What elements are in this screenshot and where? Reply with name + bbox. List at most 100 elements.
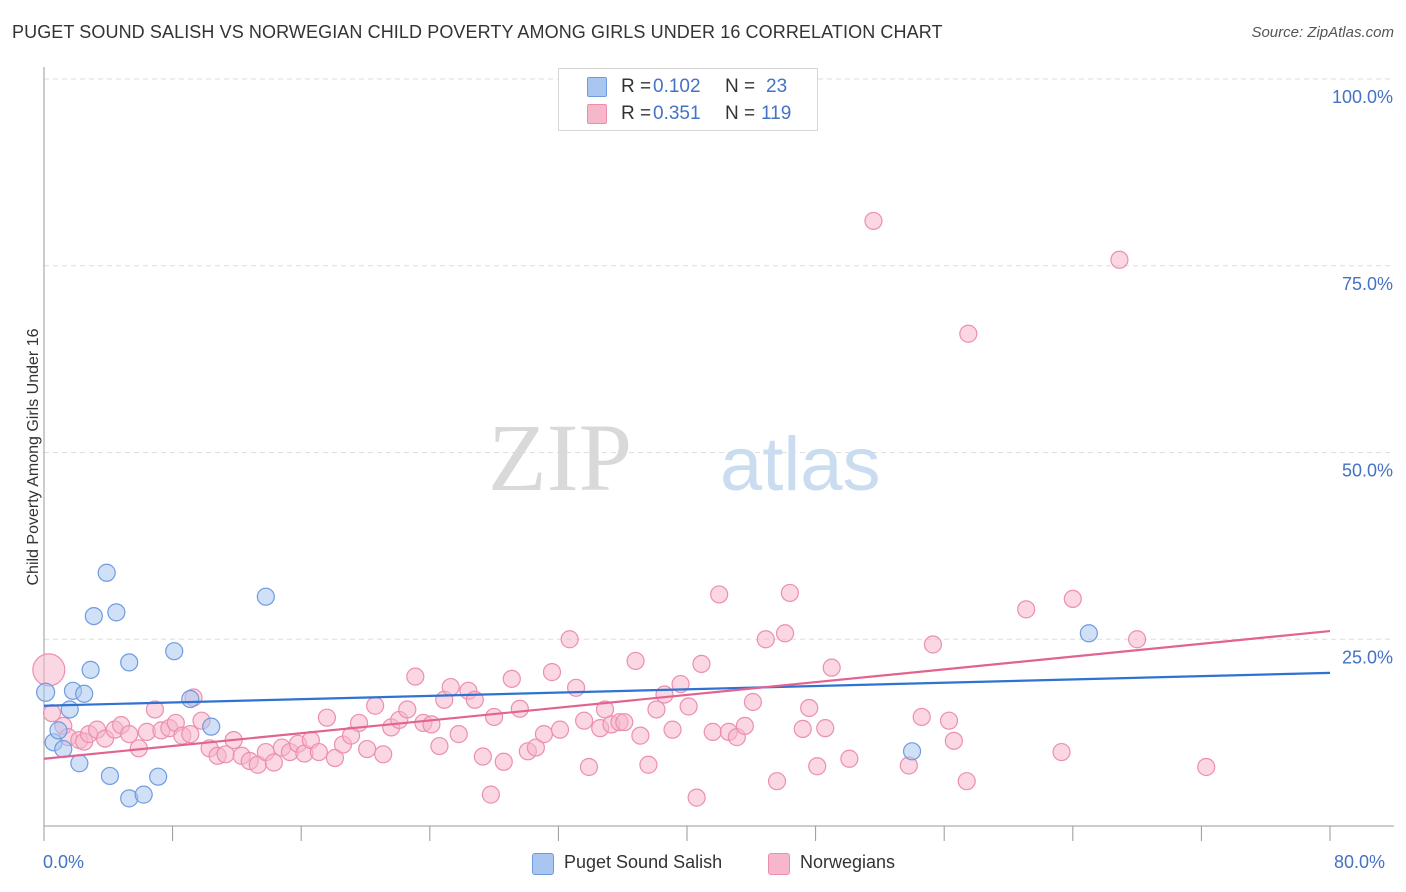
y-tick-label: 50.0% <box>1342 461 1393 481</box>
norwegians-point <box>631 726 650 745</box>
legend-swatch-pink <box>768 853 790 875</box>
norwegians-point <box>309 742 328 762</box>
norwegians-point <box>800 698 819 718</box>
norwegians-point <box>1127 630 1147 649</box>
legend-label-series2: Norwegians <box>800 852 896 872</box>
norwegians-point <box>840 749 859 768</box>
norwegians-point <box>579 757 599 777</box>
legend-r-label: R = <box>621 76 652 97</box>
norwegians-point <box>481 785 500 804</box>
norwegians-point <box>358 739 377 759</box>
chart-title: PUGET SOUND SALISH VS NORWEGIAN CHILD PO… <box>12 22 943 42</box>
norwegians-point <box>566 678 586 697</box>
norwegians-point <box>575 711 594 730</box>
y-tick-label: 100.0% <box>1332 87 1393 107</box>
norwegians-point <box>944 731 963 750</box>
norwegians-point <box>145 700 165 719</box>
norwegians-point <box>1197 757 1216 777</box>
norwegians-point <box>780 583 799 603</box>
watermark-zip: ZIP <box>488 404 632 511</box>
norwegians-point <box>526 738 545 757</box>
puget-sound-salish-point <box>70 754 89 773</box>
legend-swatch-pink <box>587 104 607 124</box>
norwegians-point <box>485 707 504 727</box>
x-tick-label-max: 80.0% <box>1334 852 1386 872</box>
norwegians-point <box>647 700 666 719</box>
norwegians-point <box>793 719 812 738</box>
norwegians-point <box>317 708 337 727</box>
source-credit: Source: ZipAtlas.com <box>1251 24 1394 41</box>
norwegians-point <box>775 624 795 643</box>
norwegians-point <box>473 747 492 766</box>
norwegians-point <box>430 736 449 756</box>
norwegians-point <box>1063 589 1082 609</box>
norwegians-point <box>663 720 682 739</box>
norwegians-point <box>494 752 513 771</box>
norwegians-point <box>639 755 658 774</box>
norwegians-point <box>939 711 959 730</box>
norwegians-point <box>1052 742 1071 762</box>
watermark-atlas: atlas <box>720 422 881 507</box>
legend-r-value: 0.102 <box>653 76 701 97</box>
norwegians-point <box>542 663 562 682</box>
norwegians-point <box>626 651 645 671</box>
norwegians-point <box>120 725 139 744</box>
norwegians-point <box>756 630 775 649</box>
puget-sound-salish-point <box>149 767 168 786</box>
norwegians-point <box>957 772 976 791</box>
norwegians-point <box>502 669 521 688</box>
norwegians-point <box>595 700 615 719</box>
norwegians-trend-line <box>43 629 1331 760</box>
y-tick-label: 25.0% <box>1342 647 1393 667</box>
legend-label-series1: Puget Sound Salish <box>564 852 723 872</box>
y-tick-label: 75.0% <box>1342 274 1393 294</box>
norwegians-point <box>816 719 835 738</box>
norwegians-point <box>679 697 698 716</box>
norwegians-point <box>615 713 634 732</box>
norwegians-point <box>366 696 385 715</box>
puget-sound-salish-point <box>75 684 94 703</box>
puget-sound-salish-point <box>202 717 221 736</box>
norwegians-point <box>398 700 417 719</box>
norwegians-point <box>510 699 529 718</box>
norwegians-point <box>32 653 66 687</box>
legend-n-value: 23 <box>766 76 788 97</box>
norwegians-point <box>1017 600 1036 619</box>
norwegians-point <box>808 757 827 776</box>
puget-sound-salish-point <box>256 587 275 606</box>
norwegians-point <box>655 685 674 704</box>
y-axis-label: Child Poverty Among Girls Under 16 <box>25 328 42 586</box>
puget-sound-salish-point <box>100 766 120 786</box>
puget-sound-salish-point <box>181 689 200 709</box>
norwegians-point <box>550 720 570 739</box>
legend-r-label: R = <box>621 103 652 124</box>
norwegians-point <box>923 635 943 654</box>
puget-sound-salish-point <box>84 606 103 626</box>
norwegians-point <box>687 788 706 807</box>
norwegians-point <box>181 725 200 744</box>
norwegians-point <box>959 324 978 343</box>
norwegians-point <box>560 630 579 649</box>
norwegians-point <box>692 654 711 674</box>
puget-sound-salish-point <box>97 563 116 582</box>
y-tick-labels: 25.0% 50.0% 75.0% 100.0% <box>1332 87 1393 667</box>
puget-sound-salish-point <box>36 682 56 702</box>
puget-sound-salish-point <box>107 603 126 622</box>
norwegians-point <box>534 725 554 744</box>
norwegians-point <box>743 692 763 712</box>
puget-sound-salish-points <box>36 563 1098 808</box>
puget-sound-salish-point <box>120 653 139 672</box>
puget-sound-salish-point <box>81 660 100 679</box>
norwegians-point <box>767 772 787 791</box>
norwegians-point <box>422 715 441 734</box>
norwegians-point <box>406 667 425 686</box>
norwegians-points <box>32 211 1216 807</box>
puget-sound-salish-trend-line <box>43 671 1331 707</box>
puget-sound-salish-point <box>1079 624 1098 643</box>
norwegians-point <box>864 211 883 231</box>
norwegians-point <box>264 753 283 772</box>
norwegians-point <box>441 677 460 697</box>
norwegians-point <box>735 716 754 736</box>
norwegians-point <box>710 585 729 604</box>
